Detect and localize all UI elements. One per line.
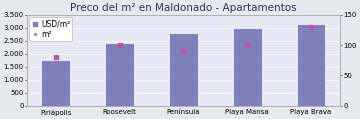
Legend: USD/m², m²: USD/m², m² xyxy=(30,17,72,41)
Title: Preco del m² en Maldonado - Apartamentos: Preco del m² en Maldonado - Apartamentos xyxy=(70,3,297,13)
Bar xyxy=(297,24,325,106)
Bar xyxy=(169,33,198,106)
Bar xyxy=(105,43,134,106)
Bar xyxy=(233,28,262,106)
Bar xyxy=(41,60,70,106)
